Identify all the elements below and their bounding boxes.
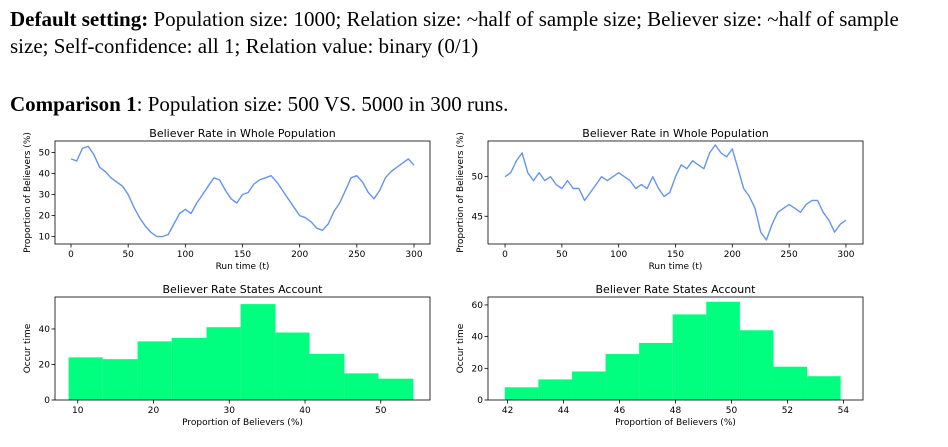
histogram-bar	[275, 332, 310, 400]
x-axis-label: Run time (t)	[216, 262, 270, 272]
y-tick-label: 0	[44, 396, 50, 406]
default-setting-label: Default setting:	[10, 7, 149, 31]
histogram-bar	[102, 359, 138, 400]
x-tick-label: 42	[502, 406, 513, 416]
y-tick-label: 40	[472, 333, 484, 343]
plot-frame	[487, 140, 864, 245]
x-tick-label: 20	[148, 406, 160, 416]
x-tick-label: 10	[72, 406, 84, 416]
x-tick-label: 0	[68, 250, 74, 260]
histogram-bar	[538, 379, 572, 400]
plot-frame	[54, 296, 431, 401]
chart-hist-right: Believer Rate States Account 42 44 46 48 50 52…	[456, 283, 864, 428]
histogram-bar	[672, 314, 707, 400]
y-tick-label: 45	[472, 212, 483, 222]
histogram-bar	[639, 342, 673, 400]
chart-line-right: Believer Rate in Whole Population 0 50 100 1…	[456, 127, 864, 272]
x-tick-label: 300	[405, 250, 422, 260]
y-tick-label: 30	[39, 191, 51, 201]
y-tick-label: 20	[39, 212, 51, 222]
series-line	[70, 145, 415, 238]
y-tick-label: 20	[472, 364, 484, 374]
x-tick-label: 100	[177, 250, 194, 260]
histogram-bar	[605, 354, 640, 400]
histogram-bar	[309, 353, 345, 400]
histogram-bar	[171, 337, 207, 400]
x-tick-label: 50	[122, 250, 134, 260]
y-tick-label: 0	[477, 396, 483, 406]
histogram-bar	[807, 376, 841, 400]
plot-frame	[54, 140, 431, 245]
histogram-bar	[206, 327, 241, 400]
comparison-text: Comparison 1: Population size: 500 VS. 5…	[10, 91, 940, 118]
histogram-bar	[344, 373, 379, 400]
comparison-label: Comparison 1	[10, 92, 137, 116]
y-tick-label: 40	[39, 170, 51, 180]
histogram-bar	[68, 357, 103, 400]
x-tick-label: 44	[558, 406, 570, 416]
chart-title: Believer Rate States Account	[596, 283, 757, 296]
series-line	[504, 144, 847, 241]
y-axis-label: Proportion of Believers (%)	[23, 132, 33, 253]
x-axis-label: Run time (t)	[649, 262, 703, 272]
default-setting-body: Population size: 1000; Relation size: ~h…	[10, 7, 899, 58]
chart-title: Believer Rate in Whole Population	[582, 127, 768, 140]
histogram-bar	[739, 330, 774, 400]
histogram-bar	[773, 366, 808, 400]
histogram-bar	[137, 341, 172, 400]
y-axis-label: Occur time	[456, 323, 466, 373]
y-tick-label: 40	[39, 325, 51, 335]
y-tick-label: 50	[39, 149, 51, 159]
x-tick-label: 50	[375, 406, 387, 416]
y-tick-label: 20	[39, 360, 51, 370]
chart-title: Believer Rate in Whole Population	[149, 127, 335, 140]
y-axis-label: Proportion of Believers (%)	[456, 132, 466, 253]
x-tick-label: 50	[726, 406, 738, 416]
x-tick-label: 250	[781, 250, 798, 260]
x-tick-label: 150	[667, 250, 684, 260]
histogram-bar	[504, 387, 539, 400]
default-setting-text: Default setting: Population size: 1000; …	[10, 6, 940, 60]
x-tick-label: 48	[670, 406, 682, 416]
x-tick-label: 200	[291, 250, 308, 260]
x-tick-label: 54	[838, 406, 850, 416]
x-tick-label: 30	[224, 406, 236, 416]
x-tick-label: 46	[614, 406, 626, 416]
x-tick-label: 100	[610, 250, 627, 260]
chart-title: Believer Rate States Account	[163, 283, 324, 296]
histogram-bar	[706, 301, 740, 400]
histogram-bar	[571, 371, 606, 400]
y-tick-label: 10	[39, 233, 51, 243]
x-axis-label: Proportion of Believers (%)	[182, 418, 303, 428]
x-axis-label: Proportion of Believers (%)	[615, 418, 736, 428]
x-tick-label: 52	[782, 406, 793, 416]
x-tick-label: 150	[234, 250, 251, 260]
x-tick-label: 40	[299, 406, 311, 416]
x-tick-label: 200	[724, 250, 741, 260]
x-tick-label: 50	[556, 250, 568, 260]
histogram-bar	[378, 378, 414, 400]
histogram-bar	[240, 304, 276, 400]
x-tick-label: 250	[348, 250, 365, 260]
x-tick-label: 300	[837, 250, 854, 260]
y-tick-label: 60	[472, 301, 484, 311]
comparison-body: : Population size: 500 VS. 5000 in 300 r…	[136, 92, 509, 116]
y-axis-label: Occur time	[23, 323, 33, 373]
y-tick-label: 50	[472, 173, 484, 183]
chart-line-left: Believer Rate in Whole Population 0 50 100 1…	[23, 127, 431, 272]
chart-hist-left: Believer Rate States Account 10 20 30 40 50 0 2…	[23, 283, 431, 428]
x-tick-label: 0	[502, 250, 508, 260]
